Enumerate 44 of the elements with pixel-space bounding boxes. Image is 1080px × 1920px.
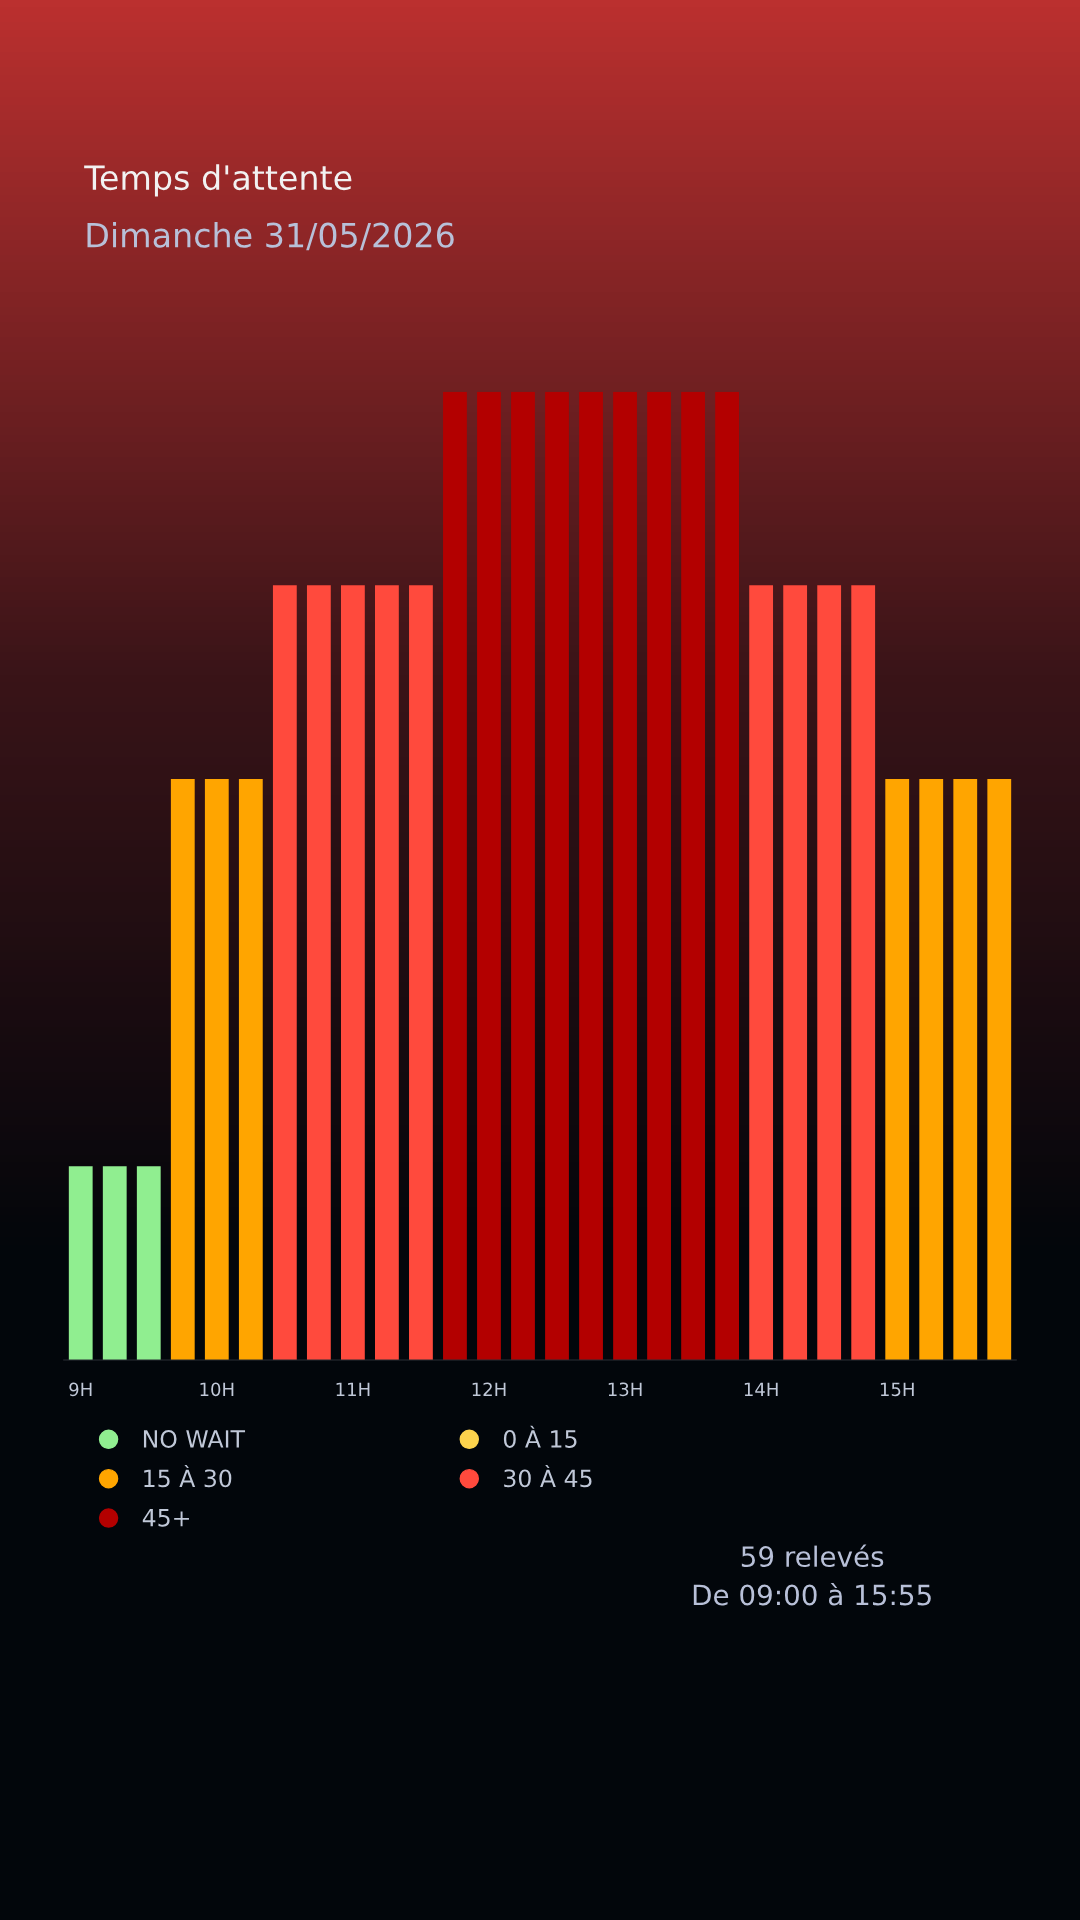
bar bbox=[579, 391, 603, 1360]
legend-label: 45+ bbox=[142, 1509, 189, 1527]
bar bbox=[511, 391, 535, 1360]
bar bbox=[238, 778, 263, 1360]
x-tick-label: 15H bbox=[880, 1382, 914, 1397]
bar bbox=[306, 585, 331, 1360]
bar bbox=[647, 391, 671, 1360]
bar bbox=[68, 1166, 93, 1360]
legend-label: 15 À 30 bbox=[144, 1465, 232, 1488]
bar bbox=[409, 585, 433, 1360]
x-tick-label: 13H bbox=[608, 1382, 642, 1397]
bar bbox=[204, 778, 229, 1360]
bar bbox=[102, 1166, 127, 1360]
bar bbox=[272, 585, 297, 1360]
bar bbox=[340, 585, 365, 1360]
text: De 09:00 à 15:55 bbox=[693, 1582, 931, 1606]
x-tick-label: 10H bbox=[200, 1382, 234, 1397]
text: 59 relevés bbox=[741, 1544, 884, 1568]
bar bbox=[715, 391, 740, 1360]
legend-label: NO WAIT bbox=[143, 1430, 246, 1448]
bar bbox=[987, 778, 1012, 1360]
bar bbox=[681, 391, 705, 1360]
bar bbox=[851, 585, 876, 1360]
chart-title: Temps d'attente bbox=[84, 164, 352, 197]
bar bbox=[375, 585, 399, 1360]
bar bbox=[443, 391, 467, 1360]
x-tick-label: 11H bbox=[336, 1382, 370, 1396]
bar bbox=[817, 585, 842, 1360]
x-tick-label: 9H bbox=[69, 1382, 92, 1397]
bar bbox=[545, 391, 569, 1360]
bar bbox=[919, 778, 944, 1360]
bar bbox=[953, 778, 978, 1360]
bar bbox=[136, 1166, 161, 1360]
bar bbox=[783, 585, 808, 1360]
legend-label: 30 À 45 bbox=[504, 1465, 592, 1488]
bar bbox=[749, 585, 774, 1360]
chart-subtitle: Dimanche 31/05/2026 bbox=[87, 221, 454, 251]
x-tick-label: 14H bbox=[744, 1382, 778, 1396]
x-tick-label: 12H bbox=[472, 1382, 506, 1396]
bar bbox=[170, 778, 195, 1360]
bar bbox=[885, 778, 910, 1360]
bar bbox=[477, 391, 501, 1360]
legend-label: 0 À 15 bbox=[503, 1425, 577, 1448]
bar bbox=[613, 391, 637, 1360]
